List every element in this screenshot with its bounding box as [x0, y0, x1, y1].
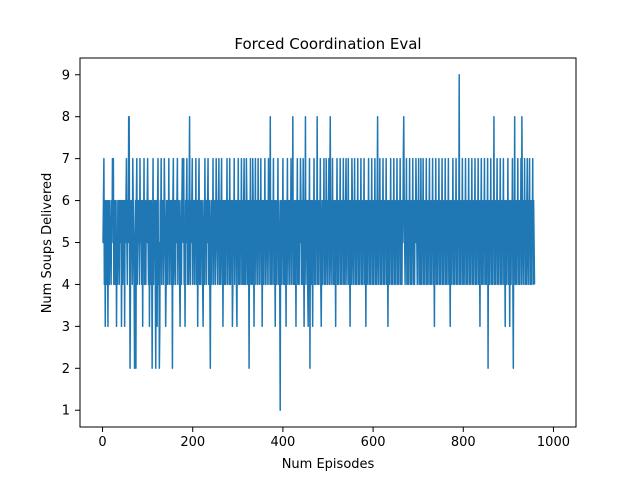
plot-area — [102, 74, 536, 411]
x-tick-label: 400 — [270, 435, 295, 450]
y-tick-label: 6 — [62, 194, 70, 209]
x-tick-label: 1000 — [537, 435, 570, 450]
y-tick-label: 5 — [62, 236, 70, 251]
x-tick-label: 200 — [180, 435, 205, 450]
x-tick-label: 800 — [451, 435, 476, 450]
y-axis: 1 2 3 4 5 6 7 8 9 — [62, 68, 80, 419]
y-tick-label: 9 — [62, 68, 70, 83]
y-tick-label: 2 — [62, 362, 70, 377]
y-tick-label: 8 — [62, 110, 70, 125]
y-tick-label: 4 — [62, 278, 70, 293]
x-tick-label: 0 — [98, 435, 106, 450]
y-tick-label: 1 — [62, 404, 70, 419]
y-tick-label: 7 — [62, 152, 70, 167]
x-axis: 0 200 400 600 800 1000 — [98, 427, 570, 450]
y-tick-label: 3 — [62, 320, 70, 335]
y-axis-label: Num Soups Delivered — [40, 173, 55, 314]
x-axis-label: Num Episodes — [282, 457, 375, 472]
x-tick-label: 600 — [361, 435, 386, 450]
chart-title: Forced Coordination Eval — [234, 35, 421, 53]
series-line-0 — [102, 74, 536, 411]
